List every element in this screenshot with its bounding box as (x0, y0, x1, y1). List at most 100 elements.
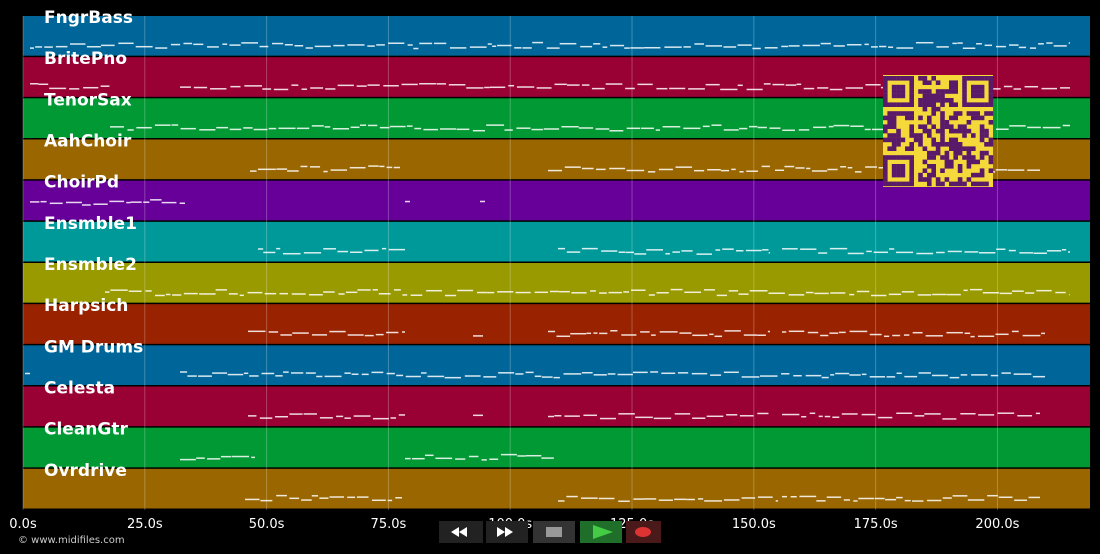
qr-module (883, 128, 888, 134)
qr-module (988, 159, 994, 165)
qr-module (931, 93, 936, 99)
qr-module (909, 89, 914, 94)
qr-module (935, 150, 941, 156)
note (658, 168, 673, 171)
note (833, 45, 845, 47)
note (259, 45, 269, 48)
qr-module (896, 137, 901, 143)
note (220, 455, 231, 458)
qr-module (883, 177, 888, 182)
note (849, 374, 861, 376)
note (996, 248, 1006, 250)
note (889, 248, 895, 250)
qr-module (883, 98, 888, 103)
note (707, 168, 721, 171)
note (311, 334, 328, 336)
note (694, 43, 704, 45)
note (345, 291, 358, 294)
qr-module (949, 124, 954, 129)
qr-module (891, 76, 897, 81)
note (419, 82, 436, 85)
note (846, 43, 862, 46)
qr-module (944, 89, 950, 94)
qr-module (935, 146, 941, 151)
qr-module (949, 102, 954, 107)
note (869, 333, 882, 336)
qr-module (913, 133, 919, 138)
qr-module (966, 102, 972, 107)
note (481, 459, 487, 461)
qr-module (966, 128, 972, 134)
note (439, 128, 457, 130)
tick-label: 200.0s (975, 517, 1019, 532)
note (477, 291, 487, 294)
qr-module (887, 155, 892, 160)
note (782, 413, 800, 416)
note (607, 373, 616, 375)
qr-module (931, 168, 936, 173)
qr-module (962, 128, 967, 134)
note (999, 292, 1012, 295)
qr-module (971, 115, 976, 121)
note (405, 457, 411, 460)
note (311, 495, 319, 497)
qr-module (931, 155, 936, 160)
qr-module (979, 150, 985, 156)
note (782, 248, 798, 250)
track-lane (23, 304, 1090, 344)
qr-module (927, 80, 932, 85)
qr-module (909, 111, 914, 116)
qr-module (949, 137, 954, 143)
qr-module (931, 142, 936, 147)
qr-module (953, 128, 958, 134)
qr-module (975, 89, 980, 94)
qr-module (971, 84, 976, 90)
note (688, 88, 705, 90)
note (165, 293, 171, 296)
note (336, 415, 344, 418)
note (489, 458, 499, 460)
note (525, 371, 534, 374)
qr-module (900, 137, 906, 143)
note (761, 165, 770, 168)
note (480, 200, 485, 203)
note (963, 289, 968, 292)
note (35, 46, 43, 48)
note (356, 85, 367, 87)
note (215, 289, 227, 291)
note (590, 290, 596, 292)
qr-module (953, 150, 958, 156)
note (229, 128, 242, 131)
note (324, 375, 342, 378)
note (514, 47, 522, 49)
note (516, 127, 531, 129)
note (110, 289, 128, 291)
qr-module (957, 142, 963, 147)
note (556, 335, 571, 338)
qr-module (922, 159, 928, 165)
qr-module (953, 137, 958, 143)
qr-module (883, 76, 888, 81)
note (347, 496, 356, 499)
note (960, 374, 968, 376)
note (405, 375, 421, 378)
note (608, 291, 622, 294)
note (969, 288, 983, 291)
note (230, 85, 241, 88)
note (879, 45, 887, 48)
note (378, 293, 391, 295)
qr-module (922, 76, 928, 81)
qr-module (922, 128, 928, 134)
note (180, 458, 196, 461)
note (558, 500, 565, 502)
note (669, 87, 686, 90)
note (419, 42, 433, 45)
qr-module (900, 76, 906, 81)
note (1036, 289, 1052, 292)
qr-module (887, 102, 892, 107)
note (826, 496, 842, 498)
note (564, 166, 581, 168)
note (578, 127, 594, 129)
note (558, 290, 570, 293)
qr-module (909, 115, 914, 121)
